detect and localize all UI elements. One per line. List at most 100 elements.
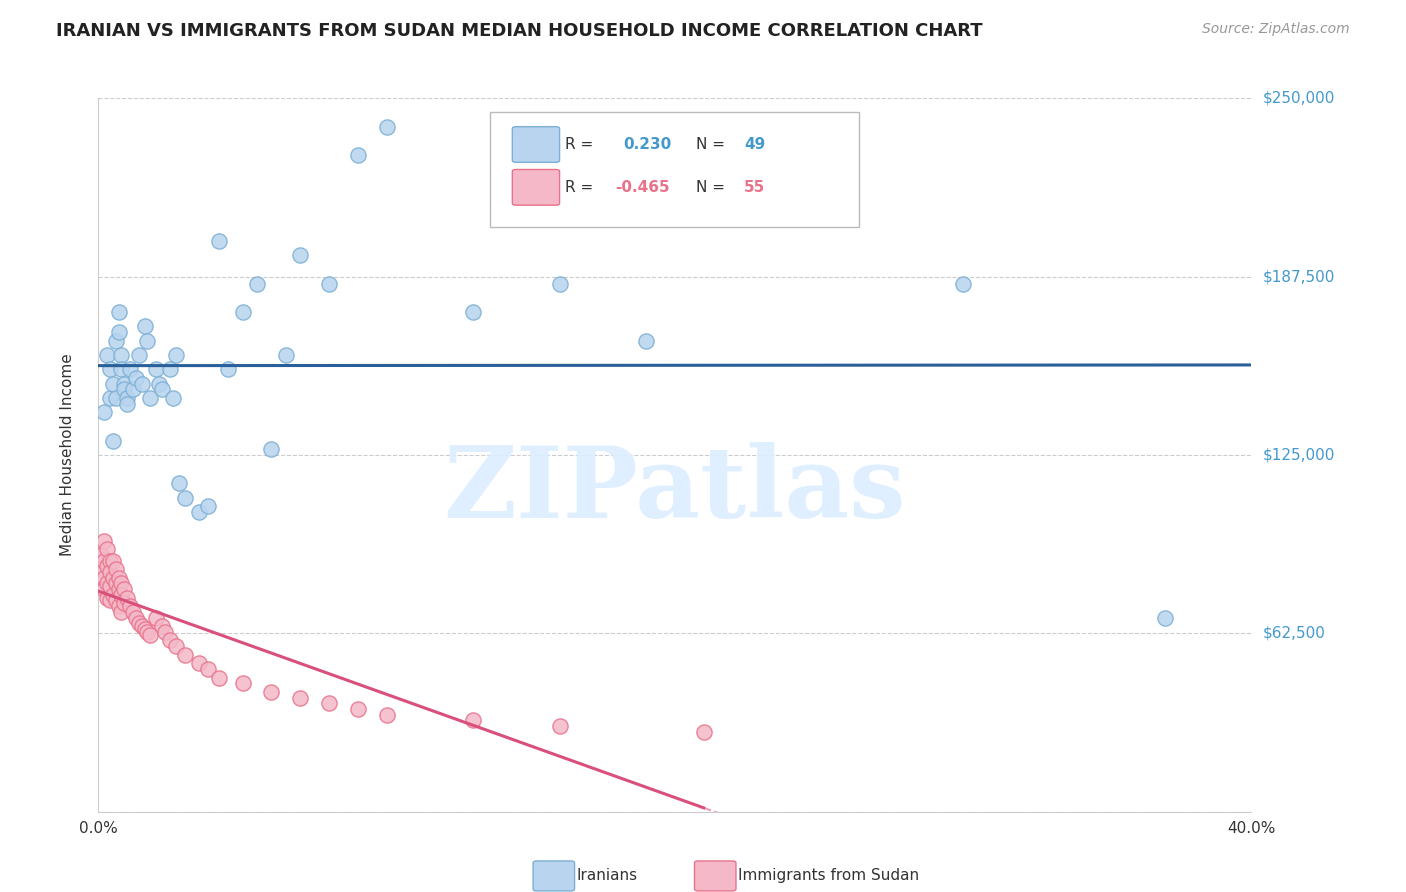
Point bbox=[134, 319, 156, 334]
Point bbox=[96, 576, 118, 591]
Point bbox=[90, 548, 112, 562]
Point bbox=[375, 120, 398, 134]
Point bbox=[98, 579, 121, 593]
Point bbox=[246, 277, 269, 291]
Text: Source: ZipAtlas.com: Source: ZipAtlas.com bbox=[1202, 22, 1350, 37]
Point bbox=[110, 605, 132, 619]
Point bbox=[101, 588, 124, 602]
Point bbox=[548, 719, 571, 733]
Point bbox=[208, 234, 231, 248]
Point bbox=[260, 685, 283, 699]
Point bbox=[104, 334, 127, 348]
Point bbox=[136, 624, 159, 639]
Text: N =: N = bbox=[696, 137, 730, 152]
Point bbox=[104, 562, 127, 576]
Point bbox=[96, 348, 118, 362]
Point bbox=[107, 305, 129, 319]
Point bbox=[548, 277, 571, 291]
Point bbox=[260, 442, 283, 457]
Point bbox=[93, 571, 115, 585]
Point bbox=[461, 305, 484, 319]
Point bbox=[112, 376, 135, 391]
Point bbox=[125, 371, 148, 385]
Point bbox=[346, 702, 368, 716]
Text: $125,000: $125,000 bbox=[1263, 448, 1334, 462]
Point bbox=[375, 707, 398, 722]
Point bbox=[122, 605, 145, 619]
FancyBboxPatch shape bbox=[512, 169, 560, 205]
Point bbox=[150, 382, 173, 396]
Point bbox=[98, 593, 121, 607]
Point bbox=[188, 657, 211, 671]
Point bbox=[112, 582, 135, 596]
Point bbox=[101, 376, 124, 391]
Point bbox=[93, 553, 115, 567]
Point bbox=[107, 571, 129, 585]
Point bbox=[98, 362, 121, 376]
Point bbox=[96, 559, 118, 574]
Point bbox=[188, 505, 211, 519]
Point bbox=[120, 599, 142, 614]
Point bbox=[98, 565, 121, 579]
FancyBboxPatch shape bbox=[695, 861, 735, 891]
Text: $187,500: $187,500 bbox=[1263, 269, 1334, 284]
Point bbox=[139, 628, 162, 642]
Point bbox=[101, 571, 124, 585]
Point bbox=[197, 500, 219, 514]
Point bbox=[110, 576, 132, 591]
Point bbox=[145, 362, 167, 376]
Point bbox=[104, 593, 127, 607]
Point bbox=[101, 553, 124, 567]
Point bbox=[96, 591, 118, 605]
Point bbox=[117, 391, 138, 405]
Text: -0.465: -0.465 bbox=[614, 180, 669, 194]
Point bbox=[231, 305, 254, 319]
Point bbox=[101, 434, 124, 448]
Y-axis label: Median Household Income: Median Household Income bbox=[60, 353, 75, 557]
Point bbox=[159, 362, 181, 376]
Text: 0.230: 0.230 bbox=[623, 137, 671, 152]
Point bbox=[346, 148, 368, 162]
Text: $62,500: $62,500 bbox=[1263, 626, 1326, 640]
Text: Immigrants from Sudan: Immigrants from Sudan bbox=[738, 869, 920, 883]
Point bbox=[197, 662, 219, 676]
Point bbox=[98, 391, 121, 405]
Text: 49: 49 bbox=[744, 137, 765, 152]
Point bbox=[125, 610, 148, 624]
Point bbox=[110, 588, 132, 602]
Point bbox=[150, 619, 173, 633]
Point bbox=[117, 396, 138, 410]
Point bbox=[952, 277, 974, 291]
Point bbox=[148, 376, 170, 391]
Point bbox=[153, 624, 176, 639]
Text: $250,000: $250,000 bbox=[1263, 91, 1334, 105]
Point bbox=[318, 277, 340, 291]
FancyBboxPatch shape bbox=[533, 861, 575, 891]
Point bbox=[461, 714, 484, 728]
Text: 55: 55 bbox=[744, 180, 765, 194]
Point bbox=[104, 391, 127, 405]
Point bbox=[107, 325, 129, 339]
Point bbox=[162, 391, 184, 405]
FancyBboxPatch shape bbox=[491, 112, 859, 227]
Point bbox=[290, 248, 312, 262]
Point bbox=[122, 382, 145, 396]
Point bbox=[134, 622, 156, 636]
Point bbox=[693, 724, 716, 739]
Point bbox=[110, 362, 132, 376]
Point bbox=[208, 671, 231, 685]
Text: IRANIAN VS IMMIGRANTS FROM SUDAN MEDIAN HOUSEHOLD INCOME CORRELATION CHART: IRANIAN VS IMMIGRANTS FROM SUDAN MEDIAN … bbox=[56, 22, 983, 40]
Point bbox=[128, 616, 150, 631]
Point bbox=[107, 599, 129, 614]
Point bbox=[318, 696, 340, 710]
Point bbox=[1153, 610, 1175, 624]
Point bbox=[231, 676, 254, 690]
Point bbox=[274, 348, 297, 362]
Point bbox=[117, 591, 138, 605]
Point bbox=[104, 576, 127, 591]
Text: Iranians: Iranians bbox=[576, 869, 638, 883]
Point bbox=[112, 382, 135, 396]
Point bbox=[159, 633, 181, 648]
Point bbox=[93, 533, 115, 548]
Point bbox=[96, 542, 118, 557]
